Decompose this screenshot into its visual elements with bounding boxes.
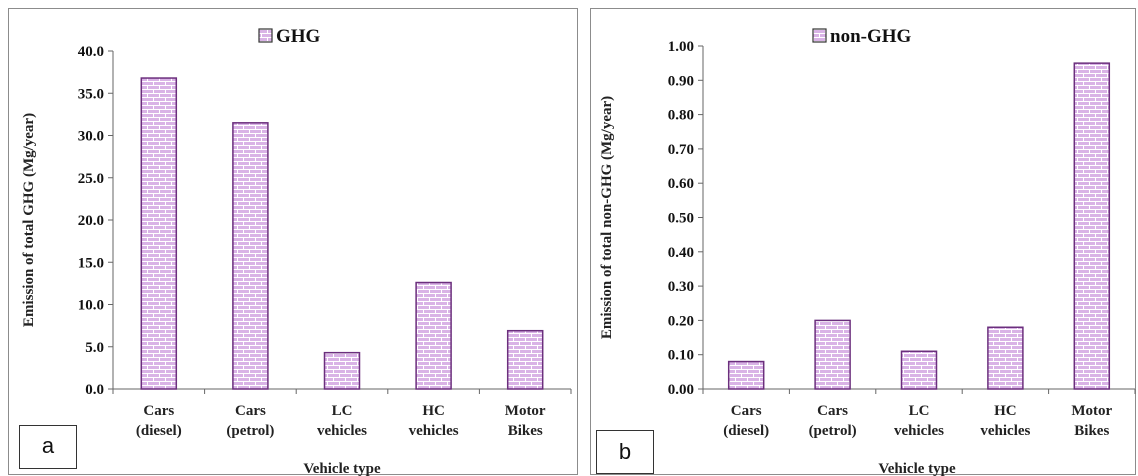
y-tick-label: 10.0	[78, 298, 104, 314]
bar	[727, 360, 765, 390]
y-tick-label: 0.50	[668, 211, 694, 227]
bar	[814, 319, 851, 390]
x-axis-title: Vehicle type	[303, 461, 381, 476]
bar	[140, 77, 178, 390]
x-category-label: Cars	[235, 403, 266, 419]
y-tick-label: 40.0	[78, 44, 104, 60]
y-tick-label: 0.60	[668, 176, 694, 192]
x-category-label: (diesel)	[723, 423, 769, 439]
legend-swatch	[258, 28, 273, 43]
legend-swatch	[812, 28, 827, 43]
y-tick-label: 0.80	[668, 108, 694, 124]
y-tick-label: 0.00	[668, 382, 694, 398]
y-tick-label: 25.0	[78, 171, 104, 187]
chart-panel-a: 0.0 5.0 10.0 15.0 20.0 25.0 30.0 35.0 40.0 Cars (d…	[8, 8, 578, 476]
ghg-bar-chart: 0.0 5.0 10.0 15.0 20.0 25.0 30.0 35.0 40.0 Cars (d…	[21, 26, 572, 476]
x-category-label: Motor	[505, 403, 546, 419]
non-ghg-bar-chart: 0.00 0.10 0.20 0.30 0.40 0.50 0.60 0.70 0.80 0.90…	[599, 26, 1136, 476]
x-category-label: Cars	[143, 403, 174, 419]
x-category-label: vehicles	[980, 423, 1030, 439]
x-category-label: HC	[422, 403, 445, 419]
x-category-label: Cars	[731, 403, 762, 419]
legend-label: non-GHG	[830, 26, 912, 47]
bar	[987, 326, 1024, 390]
x-category-label: Motor	[1071, 403, 1112, 419]
y-axis-title: Emission of total GHG (Mg/year)	[21, 113, 37, 327]
panel-label-b: b	[596, 430, 654, 474]
chart-panel-b: 0.00 0.10 0.20 0.30 0.40 0.50 0.60 0.70 0.80 0.90…	[590, 8, 1136, 476]
bar	[1073, 62, 1111, 390]
x-category-label: LC	[332, 403, 353, 419]
x-axis-title: Vehicle type	[878, 461, 956, 476]
x-category-label: HC	[994, 403, 1017, 419]
bar	[323, 351, 361, 390]
y-tick-label: 0.70	[668, 142, 694, 158]
x-category-label: Bikes	[508, 423, 543, 439]
y-tick-label: 1.00	[668, 39, 694, 55]
y-tick-label: 20.0	[78, 213, 104, 229]
y-tick-label: 30.0	[78, 129, 104, 145]
x-category-label: (diesel)	[136, 423, 182, 439]
y-tick-label: 35.0	[78, 86, 104, 102]
x-category-label: (petrol)	[226, 423, 274, 439]
x-category-label: LC	[909, 403, 930, 419]
bar	[415, 281, 452, 390]
x-category-label: vehicles	[894, 423, 944, 439]
x-category-label: (petrol)	[809, 423, 857, 439]
bar	[506, 329, 544, 390]
y-tick-label: 0.30	[668, 279, 694, 295]
legend-label: GHG	[276, 26, 321, 47]
x-category-label: vehicles	[317, 423, 367, 439]
x-category-label: Cars	[817, 403, 848, 419]
y-tick-label: 0.20	[668, 313, 694, 329]
panel-label-a: a	[19, 425, 77, 469]
bar	[900, 350, 938, 390]
bar	[232, 122, 269, 390]
y-tick-label: 0.10	[668, 348, 694, 364]
y-tick-label: 0.0	[85, 382, 104, 398]
x-category-label: Bikes	[1074, 423, 1109, 439]
x-category-label: vehicles	[409, 423, 459, 439]
y-tick-label: 0.90	[668, 73, 694, 89]
y-tick-label: 0.40	[668, 245, 694, 261]
y-tick-label: 15.0	[78, 255, 104, 271]
y-tick-label: 5.0	[85, 340, 104, 356]
y-axis-title: Emission of total non-GHG (Mg/year)	[599, 96, 615, 339]
